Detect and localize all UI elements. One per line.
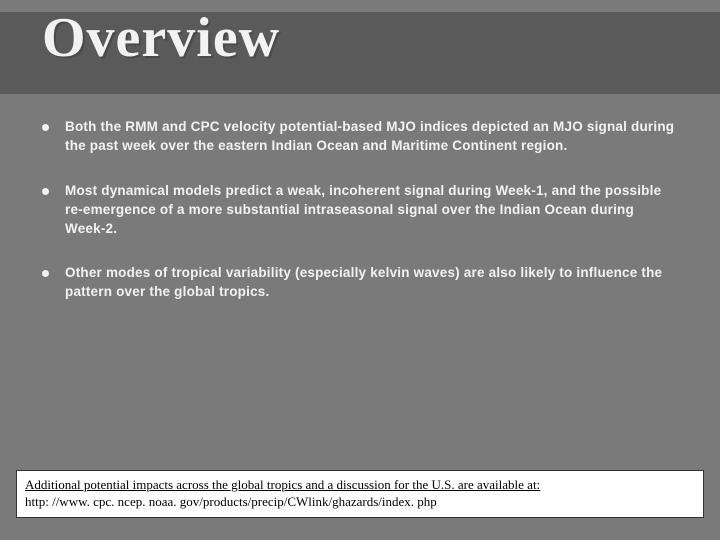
bullet-icon: [42, 270, 49, 277]
bullet-icon: [42, 188, 49, 195]
bullet-list: Both the RMM and CPC velocity potential-…: [42, 118, 678, 328]
list-item: Both the RMM and CPC velocity potential-…: [42, 118, 678, 156]
list-item: Most dynamical models predict a weak, in…: [42, 182, 678, 239]
bullet-icon: [42, 124, 49, 131]
list-item: Other modes of tropical variability (esp…: [42, 264, 678, 302]
page-title: Overview: [42, 6, 280, 70]
bullet-text: Other modes of tropical variability (esp…: [65, 264, 678, 302]
bullet-text: Most dynamical models predict a weak, in…: [65, 182, 678, 239]
bullet-text: Both the RMM and CPC velocity potential-…: [65, 118, 678, 156]
footer-url: http: //www. cpc. ncep. noaa. gov/produc…: [25, 494, 695, 511]
footer-heading: Additional potential impacts across the …: [25, 477, 695, 494]
footer-note: Additional potential impacts across the …: [16, 470, 704, 518]
